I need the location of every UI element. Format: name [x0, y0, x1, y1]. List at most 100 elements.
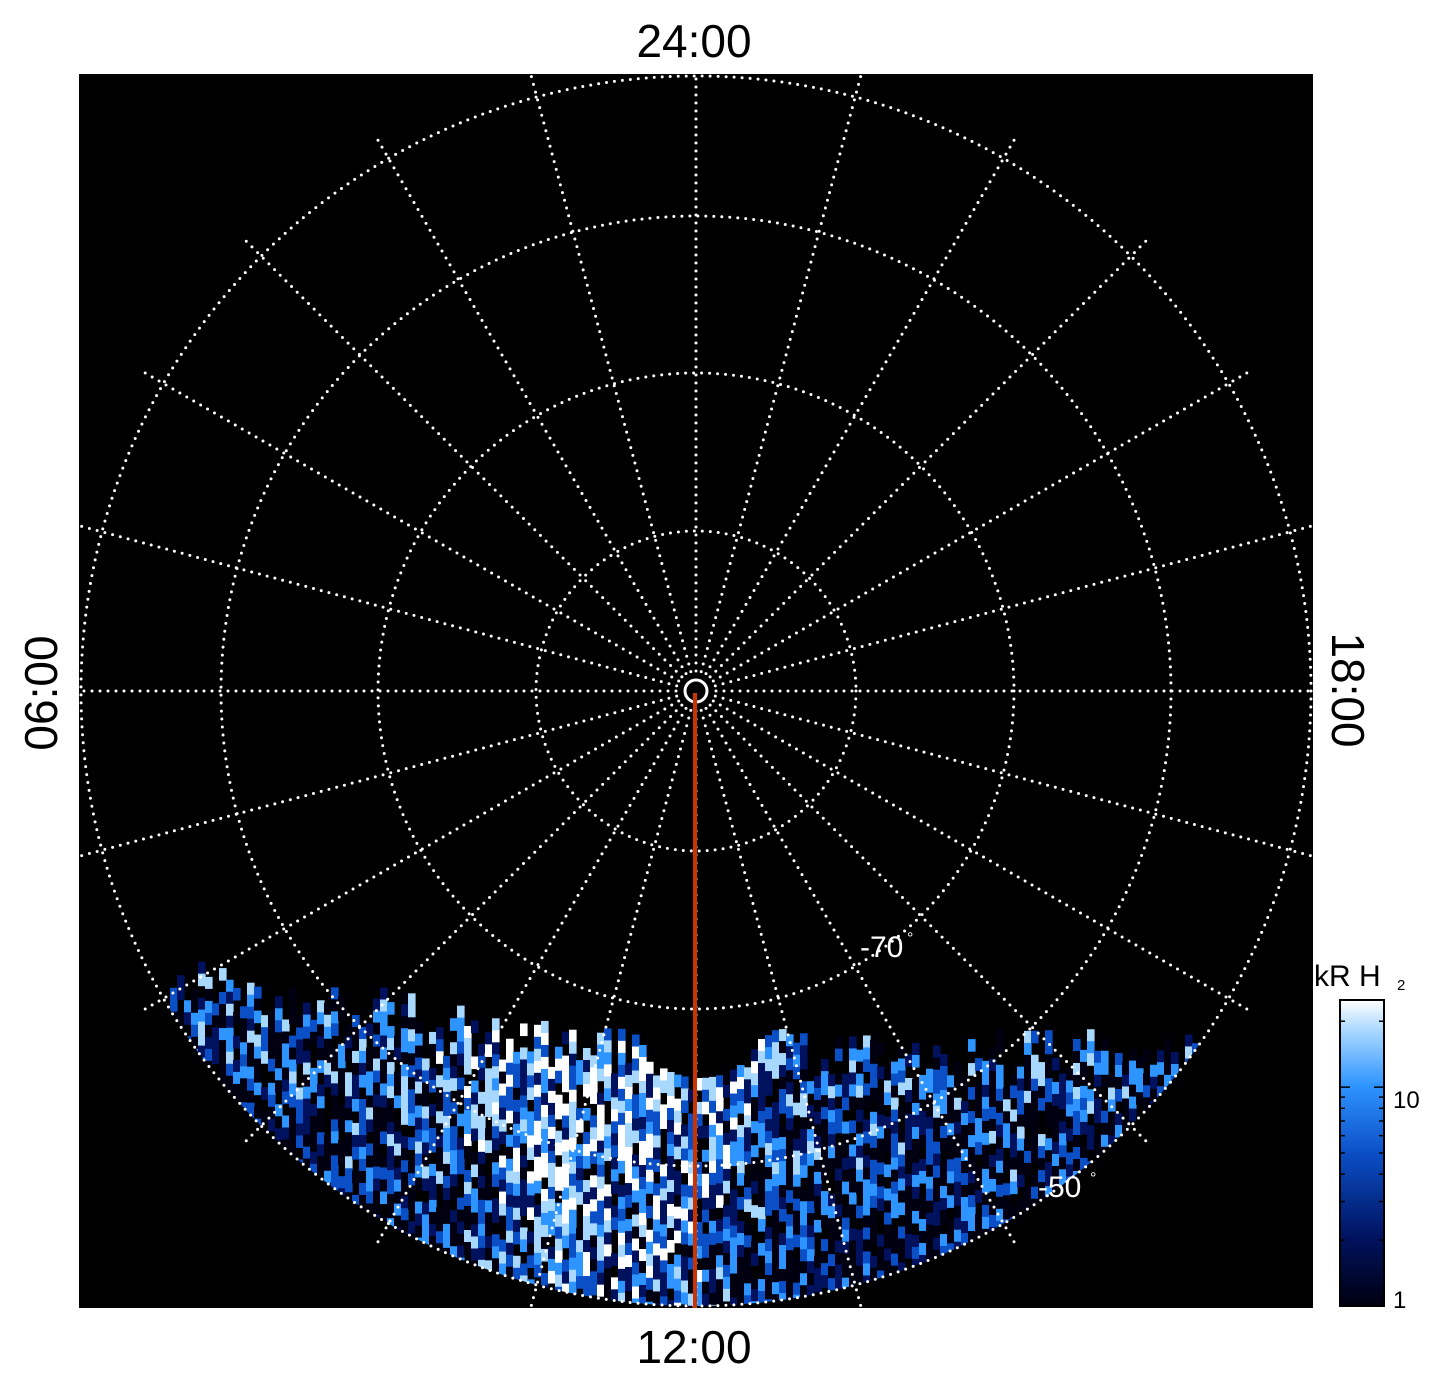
emission-cell [891, 1073, 899, 1087]
emission-cell [1122, 1122, 1130, 1136]
emission-cell [380, 1059, 388, 1073]
emission-cell [933, 1165, 941, 1179]
emission-cell [464, 1050, 472, 1063]
emission-cell [331, 1011, 339, 1024]
emission-cell [366, 1059, 374, 1073]
emission-cell [772, 1294, 780, 1306]
emission-cell [219, 1076, 227, 1089]
emission-cell [758, 1051, 766, 1064]
emission-cell [1024, 1078, 1032, 1092]
emission-cell [674, 1146, 682, 1160]
emission-cell [450, 1102, 458, 1115]
emission-cell [1101, 1122, 1109, 1136]
emission-cell [422, 1178, 430, 1192]
emission-cell [821, 1263, 829, 1276]
emission-cell [492, 1102, 500, 1115]
emission-cell [737, 1125, 745, 1138]
emission-cell [331, 1131, 339, 1144]
emission-cell [716, 1087, 724, 1100]
emission-cell [1101, 1062, 1109, 1076]
emission-cell [583, 1144, 591, 1157]
emission-cell [366, 1143, 374, 1157]
emission-cell [324, 1134, 332, 1148]
emission-cell [639, 1152, 647, 1166]
emission-cell [583, 1288, 591, 1301]
emission-cell [940, 1162, 948, 1175]
emission-cell [457, 1149, 465, 1163]
emission-cell [597, 1128, 605, 1142]
emission-cell [877, 1198, 885, 1212]
emission-cell [436, 1243, 444, 1256]
emission-cell [779, 1125, 787, 1138]
emission-cell [415, 1213, 423, 1227]
emission-cell [723, 1228, 731, 1242]
emission-cell [926, 1309, 934, 1322]
emission-cell [856, 1241, 864, 1255]
emission-cell [443, 1127, 451, 1141]
emission-cell [562, 1115, 570, 1129]
emission-cell [786, 1154, 794, 1167]
emission-cell [1164, 1038, 1172, 1052]
emission-cell [583, 1084, 591, 1097]
emission-cell [940, 1090, 948, 1103]
emission-cell [933, 1249, 941, 1263]
emission-cell [996, 1100, 1004, 1114]
emission-cell [912, 1150, 920, 1164]
emission-cell [1108, 1135, 1116, 1149]
emission-cell [1038, 1182, 1046, 1195]
emission-cell [989, 1070, 997, 1084]
emission-cell [891, 1157, 899, 1171]
emission-cell [254, 1106, 262, 1120]
emission-cell [716, 1135, 724, 1148]
emission-cell [562, 1079, 570, 1093]
emission-cell [387, 1170, 395, 1183]
emission-cell [779, 1065, 787, 1078]
emission-cell [968, 1087, 976, 1100]
emission-cell [653, 1087, 661, 1101]
emission-cell [632, 1262, 640, 1276]
emission-cell [1087, 1041, 1095, 1054]
emission-cell [1157, 1086, 1165, 1099]
emission-cell [345, 1108, 353, 1121]
emission-cell [737, 1077, 745, 1090]
emission-cell [352, 1086, 360, 1100]
emission-cell [905, 1137, 913, 1151]
emission-cell [240, 1066, 248, 1079]
emission-cell [478, 1199, 486, 1213]
emission-cell [359, 1074, 367, 1088]
emission-cell [478, 1163, 486, 1177]
emission-cell [352, 1074, 360, 1088]
emission-cell [856, 1265, 864, 1279]
emission-cell [632, 1214, 640, 1228]
emission-cell [436, 1135, 444, 1148]
emission-cell [191, 1000, 199, 1014]
emission-cell [401, 1076, 409, 1089]
emission-cell [856, 1097, 864, 1111]
emission-cell [737, 1233, 745, 1246]
emission-cell [611, 1145, 619, 1158]
emission-cell [863, 1035, 871, 1049]
emission-cell [457, 1137, 465, 1151]
emission-cell [667, 1180, 675, 1193]
emission-cell [583, 1156, 591, 1169]
emission-cell [387, 1158, 395, 1171]
emission-cell [618, 1136, 626, 1150]
emission-cell [436, 1171, 444, 1184]
emission-cell [471, 1200, 479, 1214]
emission-cell [632, 1202, 640, 1216]
emission-cell [373, 1082, 381, 1096]
emission-cell [415, 1081, 423, 1095]
emission-cell [401, 1052, 409, 1065]
emission-cell [1150, 1076, 1158, 1090]
emission-cell [471, 1212, 479, 1226]
emission-cell [744, 1235, 752, 1248]
emission-cell [891, 1133, 899, 1147]
emission-cell [1031, 1090, 1039, 1104]
emission-cell [639, 1224, 647, 1238]
emission-cell [758, 1075, 766, 1088]
emission-cell [499, 1179, 507, 1193]
emission-cell [618, 1208, 626, 1222]
emission-cell [513, 1207, 521, 1221]
emission-cell [450, 1162, 458, 1175]
emission-cell [198, 1021, 206, 1035]
